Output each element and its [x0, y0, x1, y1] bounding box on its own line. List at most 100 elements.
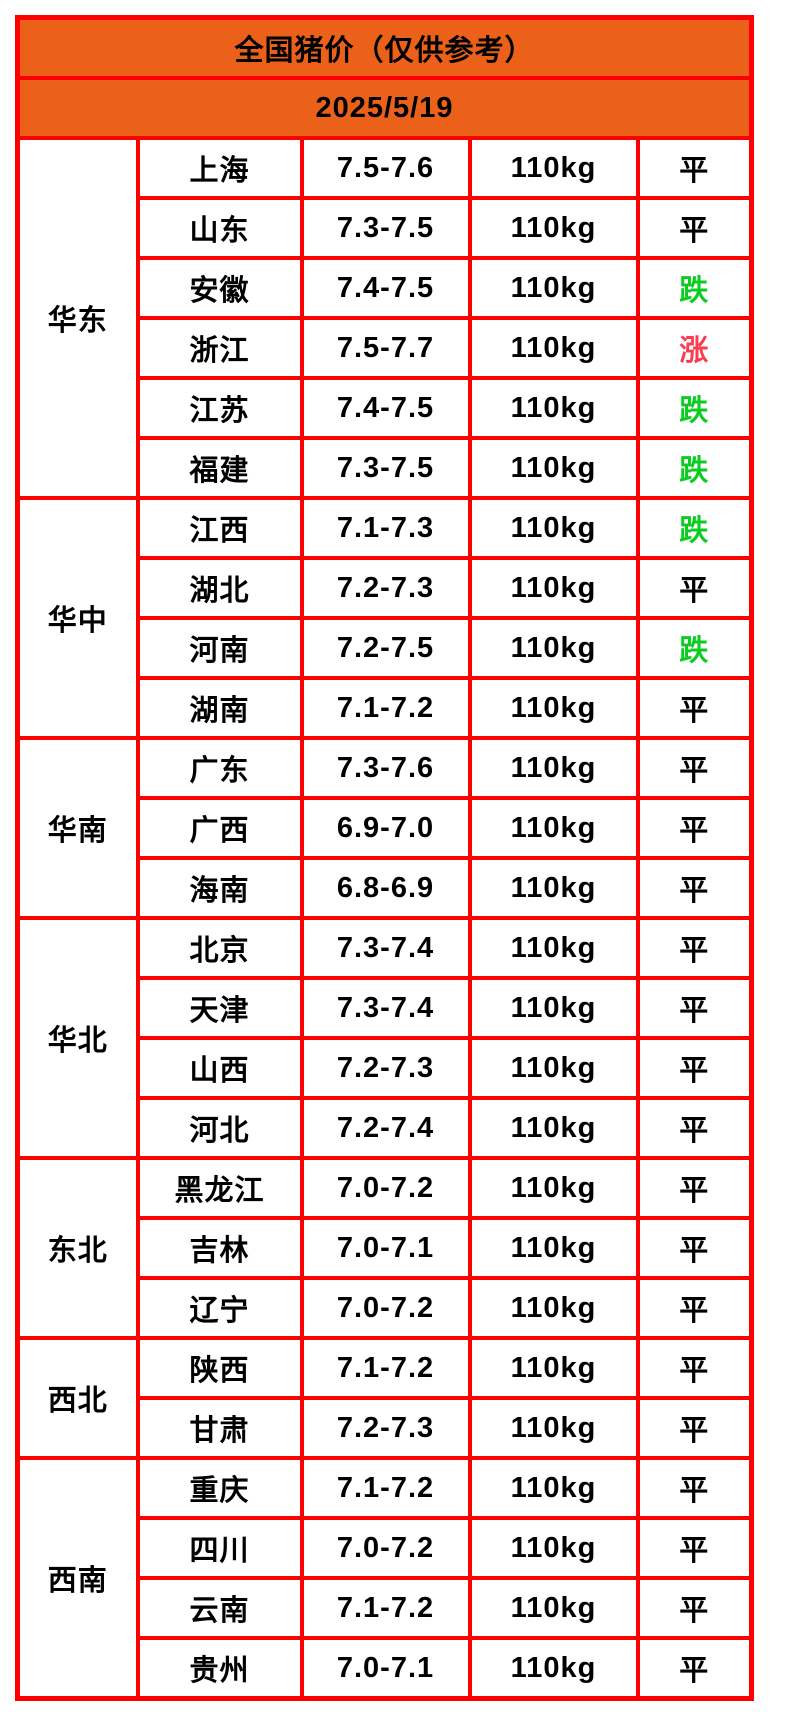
weight-cell: 110kg	[467, 1336, 640, 1400]
weight-cell: 110kg	[467, 796, 640, 860]
province-cell: 海南	[135, 856, 304, 920]
province-cell: 江西	[135, 496, 304, 560]
weight-cell: 110kg	[467, 616, 640, 680]
price-cell: 7.3-7.6	[299, 736, 472, 800]
weight-cell: 110kg	[467, 1516, 640, 1580]
table-row: 山西 7.2-7.3 110kg 平	[18, 1036, 754, 1100]
weight-cell: 110kg	[467, 316, 640, 380]
weight-cell: 110kg	[467, 376, 640, 440]
trend-cell: 平	[635, 1036, 754, 1100]
trend-cell: 平	[635, 1396, 754, 1460]
date-row: 2025/5/19	[15, 76, 754, 140]
price-cell: 7.1-7.2	[299, 1336, 472, 1400]
trend-cell: 平	[635, 1336, 754, 1400]
pig-price-table-wrap: 全国猪价（仅供参考） 2025/5/19 华东 上海 7.5-7.6 110kg 平山东…	[15, 15, 754, 1701]
weight-cell: 110kg	[467, 856, 640, 920]
trend-cell: 跌	[635, 496, 754, 560]
table-row: 河北 7.2-7.4 110kg 平	[18, 1096, 754, 1160]
region-cell: 西南	[15, 1456, 140, 1701]
province-cell: 四川	[135, 1516, 304, 1580]
price-cell: 6.8-6.9	[299, 856, 472, 920]
price-cell: 7.2-7.3	[299, 1396, 472, 1460]
province-cell: 湖南	[135, 676, 304, 740]
trend-cell: 平	[635, 1516, 754, 1580]
price-cell: 7.3-7.4	[299, 916, 472, 980]
weight-cell: 110kg	[467, 556, 640, 620]
weight-cell: 110kg	[467, 136, 640, 200]
pig-price-table: 全国猪价（仅供参考） 2025/5/19 华东 上海 7.5-7.6 110kg 平山东…	[15, 15, 754, 1701]
trend-cell: 平	[635, 1096, 754, 1160]
province-cell: 天津	[135, 976, 304, 1040]
table-row: 广西 6.9-7.0 110kg 平	[18, 796, 754, 860]
price-cell: 7.5-7.7	[299, 316, 472, 380]
province-cell: 吉林	[135, 1216, 304, 1280]
price-cell: 7.0-7.2	[299, 1156, 472, 1220]
table-row: 江苏 7.4-7.5 110kg 跌	[18, 376, 754, 440]
trend-cell: 平	[635, 1276, 754, 1340]
price-cell: 7.2-7.5	[299, 616, 472, 680]
price-cell: 7.0-7.2	[299, 1516, 472, 1580]
price-cell: 7.0-7.2	[299, 1276, 472, 1340]
table-row: 海南 6.8-6.9 110kg 平	[18, 856, 754, 920]
province-cell: 山东	[135, 196, 304, 260]
trend-cell: 平	[635, 556, 754, 620]
weight-cell: 110kg	[467, 976, 640, 1040]
price-cell: 7.2-7.4	[299, 1096, 472, 1160]
province-cell: 河北	[135, 1096, 304, 1160]
trend-cell: 跌	[635, 256, 754, 320]
trend-cell: 跌	[635, 616, 754, 680]
province-cell: 甘肃	[135, 1396, 304, 1460]
table-row: 甘肃 7.2-7.3 110kg 平	[18, 1396, 754, 1460]
province-cell: 重庆	[135, 1456, 304, 1520]
table-row: 四川 7.0-7.2 110kg 平	[18, 1516, 754, 1580]
province-cell: 湖北	[135, 556, 304, 620]
trend-cell: 平	[635, 916, 754, 980]
price-cell: 7.1-7.2	[299, 1576, 472, 1640]
province-cell: 江苏	[135, 376, 304, 440]
table-row: 天津 7.3-7.4 110kg 平	[18, 976, 754, 1040]
trend-cell: 平	[635, 1576, 754, 1640]
province-cell: 辽宁	[135, 1276, 304, 1340]
province-cell: 广东	[135, 736, 304, 800]
trend-cell: 平	[635, 196, 754, 260]
province-cell: 山西	[135, 1036, 304, 1100]
trend-cell: 跌	[635, 436, 754, 500]
province-cell: 陕西	[135, 1336, 304, 1400]
table-row: 华中 江西 7.1-7.3 110kg 跌	[15, 496, 754, 740]
weight-cell: 110kg	[467, 1456, 640, 1520]
table-row: 贵州 7.0-7.1 110kg 平	[18, 1636, 754, 1701]
province-cell: 广西	[135, 796, 304, 860]
region-cell: 华南	[15, 736, 140, 920]
weight-cell: 110kg	[467, 1576, 640, 1640]
weight-cell: 110kg	[467, 736, 640, 800]
price-cell: 7.4-7.5	[299, 256, 472, 320]
table-row: 湖北 7.2-7.3 110kg 平	[18, 556, 754, 620]
page-title: 全国猪价（仅供参考）	[15, 15, 754, 80]
province-cell: 云南	[135, 1576, 304, 1640]
province-cell: 贵州	[135, 1636, 304, 1701]
table-row: 华北 北京 7.3-7.4 110kg 平	[15, 916, 754, 1160]
province-cell: 黑龙江	[135, 1156, 304, 1220]
trend-cell: 平	[635, 796, 754, 860]
table-row: 云南 7.1-7.2 110kg 平	[18, 1576, 754, 1640]
table-row: 安徽 7.4-7.5 110kg 跌	[18, 256, 754, 320]
weight-cell: 110kg	[467, 1636, 640, 1701]
weight-cell: 110kg	[467, 1396, 640, 1460]
price-cell: 7.2-7.3	[299, 1036, 472, 1100]
trend-cell: 平	[635, 736, 754, 800]
weight-cell: 110kg	[467, 676, 640, 740]
price-cell: 7.5-7.6	[299, 136, 472, 200]
price-cell: 7.1-7.2	[299, 676, 472, 740]
weight-cell: 110kg	[467, 916, 640, 980]
table-row: 湖南 7.1-7.2 110kg 平	[18, 676, 754, 740]
date-label: 2025/5/19	[15, 76, 754, 140]
weight-cell: 110kg	[467, 1216, 640, 1280]
region-cell: 东北	[15, 1156, 140, 1340]
weight-cell: 110kg	[467, 496, 640, 560]
province-cell: 福建	[135, 436, 304, 500]
trend-cell: 平	[635, 676, 754, 740]
price-cell: 6.9-7.0	[299, 796, 472, 860]
price-cell: 7.3-7.5	[299, 196, 472, 260]
table-row: 西北 陕西 7.1-7.2 110kg 平	[15, 1336, 754, 1460]
weight-cell: 110kg	[467, 436, 640, 500]
